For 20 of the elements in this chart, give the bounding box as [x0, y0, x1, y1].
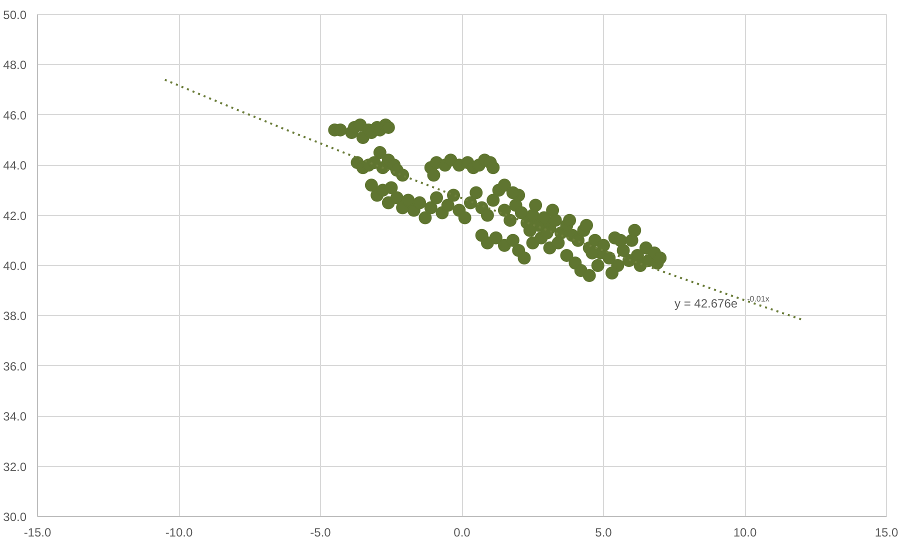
annotation: y = 42.676e-0.01x: [674, 294, 770, 310]
y-tick-label: 42.0: [3, 208, 27, 223]
y-tick-label: 36.0: [3, 359, 27, 374]
line-series: [164, 78, 803, 320]
x-tick-label: 15.0: [874, 526, 899, 540]
y-tick-label: 40.0: [3, 259, 27, 273]
y-tick-label: 44.0: [3, 158, 27, 173]
y-tick-label: 30.0: [3, 510, 27, 524]
x-tick-label: 10.0: [733, 526, 758, 540]
y-tick-label: 34.0: [3, 410, 27, 424]
x-tick-label: 0.0: [454, 526, 471, 540]
y-tick-label: 50.0: [3, 8, 27, 22]
x-tick-label: -10.0: [165, 526, 193, 540]
y-tick-label: 46.0: [3, 108, 27, 122]
x-tick-label: -5.0: [310, 526, 332, 540]
x-tick-label: -15.0: [24, 526, 52, 540]
y-tick-label: 48.0: [3, 58, 27, 72]
x-tick-label: 5.0: [595, 526, 612, 540]
y-tick-label: 38.0: [3, 309, 27, 324]
y-tick-label: 32.0: [3, 460, 27, 474]
